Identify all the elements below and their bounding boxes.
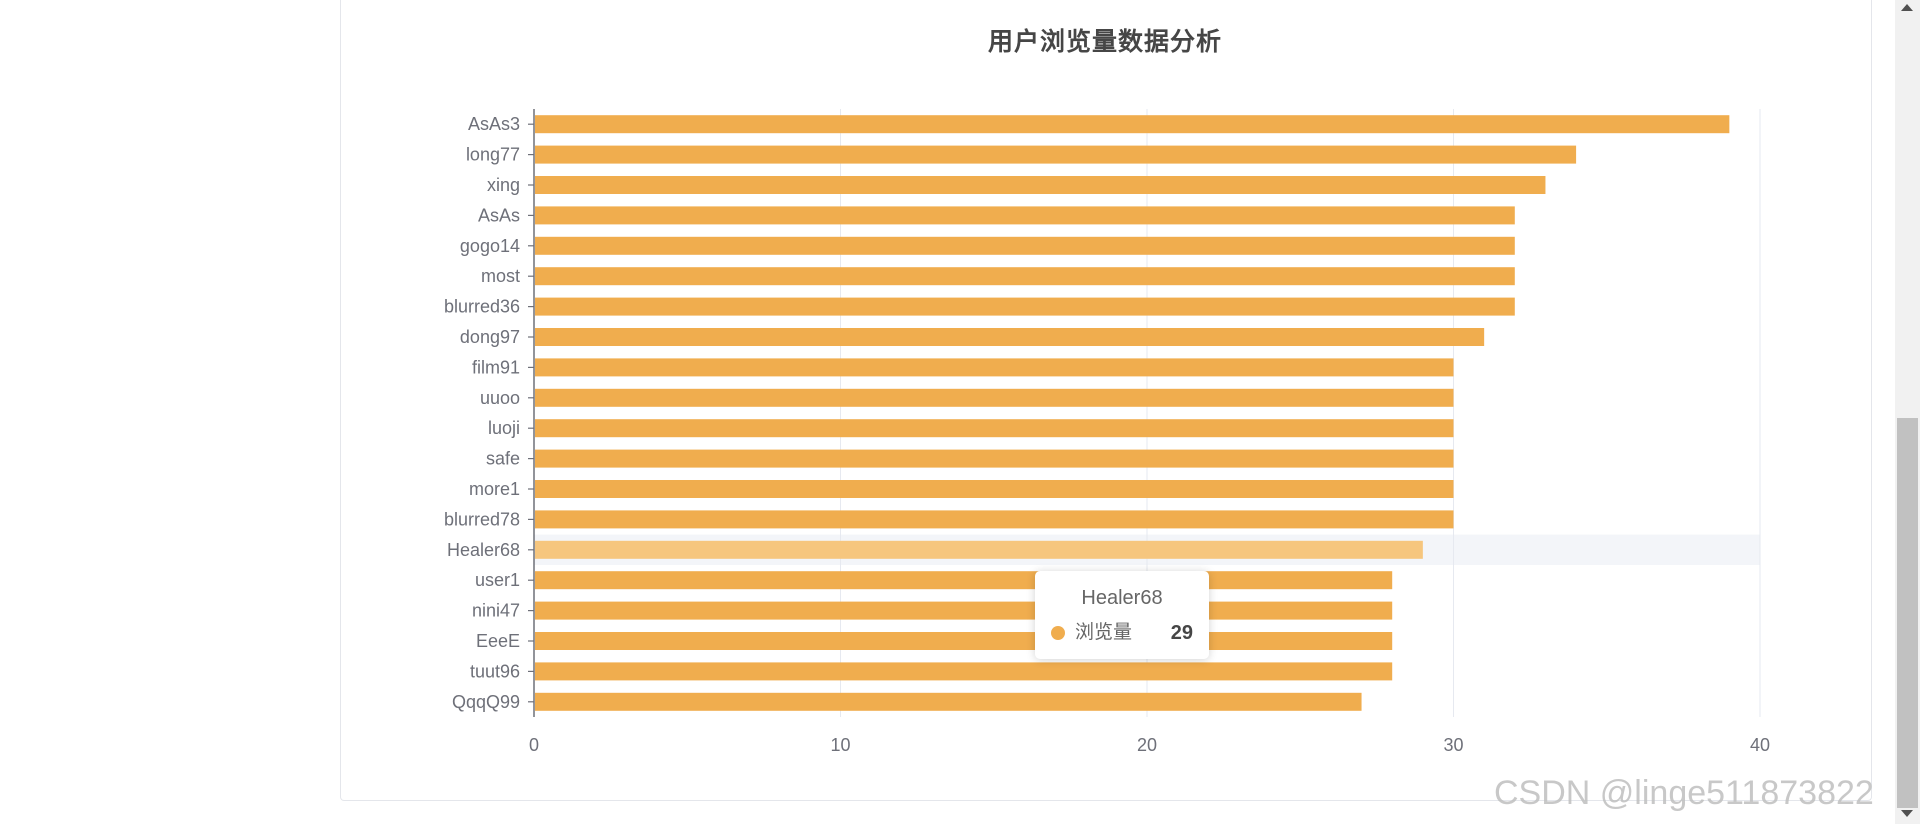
x-tick-label: 10 [830,735,850,755]
tooltip-series-name: 浏览量 [1075,622,1133,643]
chart-tooltip: Healer68 浏览量 29 [1035,571,1209,659]
y-tick-label: long77 [466,145,520,165]
y-tick-label: AsAs3 [468,114,520,134]
bar [535,236,1515,255]
watermark: CSDN @linge511873822 [1494,774,1874,812]
bar [535,632,1393,650]
bar [535,601,1393,620]
y-tick-label: EeeE [476,631,520,651]
y-tick-label: most [481,266,520,286]
bar [535,419,1454,438]
bar [535,297,1515,316]
scroll-up-arrow-icon[interactable] [1901,4,1913,11]
bar [535,449,1454,468]
bar [535,388,1454,407]
y-tick-label: gogo14 [460,236,520,256]
y-tick-label: uuoo [480,388,520,408]
bar [535,115,1730,134]
vertical-scrollbar[interactable] [1895,0,1920,824]
tooltip-value: 29 [1170,622,1193,644]
bar [535,692,1362,711]
bar [535,328,1485,346]
bar [535,176,1546,194]
bar [535,662,1393,681]
y-tick-label: QqqQ99 [452,692,520,712]
bar [535,540,1423,559]
y-tick-label: xing [487,175,520,195]
x-tick-label: 30 [1443,735,1463,755]
chart-title: 用户浏览量数据分析 [987,28,1222,56]
bar [535,358,1454,377]
bar [535,480,1454,498]
bar [535,510,1454,529]
tooltip-title: Healer68 [1081,587,1163,609]
y-tick-label: AsAs [478,205,520,225]
x-tick-label: 40 [1750,735,1770,755]
bar [535,571,1393,590]
y-tick-label: blurred36 [444,297,520,317]
y-tick-label: film91 [472,357,520,377]
y-tick-label: user1 [475,570,520,590]
bar [535,206,1515,225]
y-tick-label: safe [486,449,520,469]
bar [535,145,1577,164]
x-tick-label: 20 [1137,735,1157,755]
y-tick-label: nini47 [472,601,520,621]
tooltip-row: 浏览量 29 [1051,621,1193,645]
x-tick-label: 0 [529,735,539,755]
y-tick-label: dong97 [460,327,520,347]
y-tick-label: tuut96 [470,661,520,681]
y-tick-label: blurred78 [444,509,520,529]
scroll-thumb[interactable] [1897,418,1918,808]
y-tick-label: luoji [488,418,520,438]
bar [535,267,1515,286]
series-marker-icon [1051,626,1065,640]
scroll-down-arrow-icon[interactable] [1901,810,1913,817]
y-tick-label: Healer68 [447,540,520,560]
y-tick-label: more1 [469,479,520,499]
